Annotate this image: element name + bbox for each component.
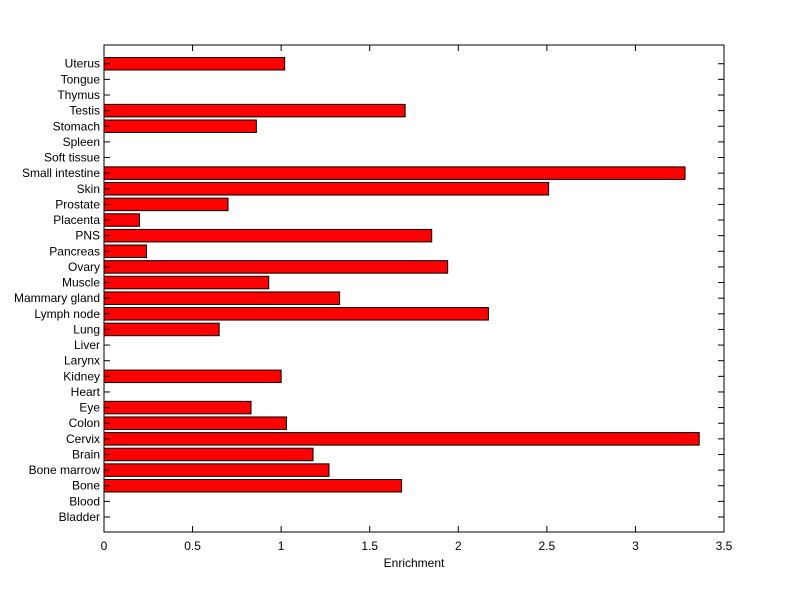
x-tick-label: 2.5 (539, 539, 556, 553)
bar (103, 463, 330, 477)
bars-group (103, 56, 700, 493)
y-tick-label: Testis (69, 104, 100, 118)
y-tick-label: Placenta (53, 213, 100, 227)
y-tick-label: Mammary gland (14, 291, 100, 305)
y-tick-label: Eye (79, 401, 100, 415)
y-tick-label: Skin (77, 182, 100, 196)
y-tick-label: Uterus (65, 57, 100, 71)
x-tick-label: 1 (278, 539, 285, 553)
y-tick-label: Soft tissue (44, 151, 100, 165)
y-tick-label: Bone marrow (29, 463, 101, 477)
bar (103, 416, 287, 430)
x-tick-label: 0.5 (184, 539, 201, 553)
bar (103, 244, 148, 259)
y-tick-label: Muscle (62, 276, 100, 290)
bar (103, 182, 550, 196)
x-tick-label: 2 (455, 539, 462, 553)
bar (103, 447, 314, 462)
y-tick-label: Stomach (53, 119, 100, 133)
bar (103, 478, 403, 493)
bar (103, 369, 282, 384)
y-tick-label: Spleen (63, 135, 100, 149)
bar (103, 400, 252, 415)
y-tick-label: Larynx (64, 354, 100, 368)
y-tick-label: Brain (72, 447, 100, 461)
y-tick-label: Pancreas (49, 244, 100, 258)
bar (103, 322, 220, 337)
x-tick-label: 3 (632, 539, 639, 553)
x-axis-ticks: 0 0.5 1 1.5 2 2.5 3 3.5 (101, 45, 733, 553)
y-tick-label: Bone (72, 479, 100, 493)
bar (103, 307, 489, 321)
bar (103, 166, 686, 180)
y-tick-label: Kidney (63, 369, 100, 383)
y-tick-label: PNS (75, 229, 100, 243)
bar (103, 260, 449, 274)
y-tick-label: Blood (69, 494, 100, 508)
bar (103, 291, 341, 305)
bar (103, 228, 433, 243)
y-tick-label: Bladder (59, 510, 100, 524)
y-tick-label: Colon (69, 416, 100, 430)
y-tick-label: Prostate (55, 197, 100, 211)
x-axis-label: Enrichment (384, 556, 445, 570)
bar (103, 103, 406, 118)
x-tick-label: 1.5 (361, 539, 378, 553)
bar (103, 197, 229, 212)
bar (103, 432, 700, 446)
x-tick-label: 3.5 (716, 539, 733, 553)
y-tick-label: Liver (74, 338, 100, 352)
x-tick-label: 0 (101, 539, 108, 553)
bar (103, 56, 286, 71)
bar (103, 275, 270, 290)
y-tick-label: Thymus (57, 88, 100, 102)
y-tick-label: Ovary (68, 260, 100, 274)
y-tick-label: Tongue (61, 72, 101, 86)
y-tick-label: Lung (73, 322, 100, 336)
bar (103, 119, 257, 133)
y-tick-label: Small intestine (22, 166, 100, 180)
y-tick-label: Lymph node (34, 307, 100, 321)
y-tick-label: Cervix (66, 432, 100, 446)
y-tick-label: Heart (71, 385, 101, 399)
